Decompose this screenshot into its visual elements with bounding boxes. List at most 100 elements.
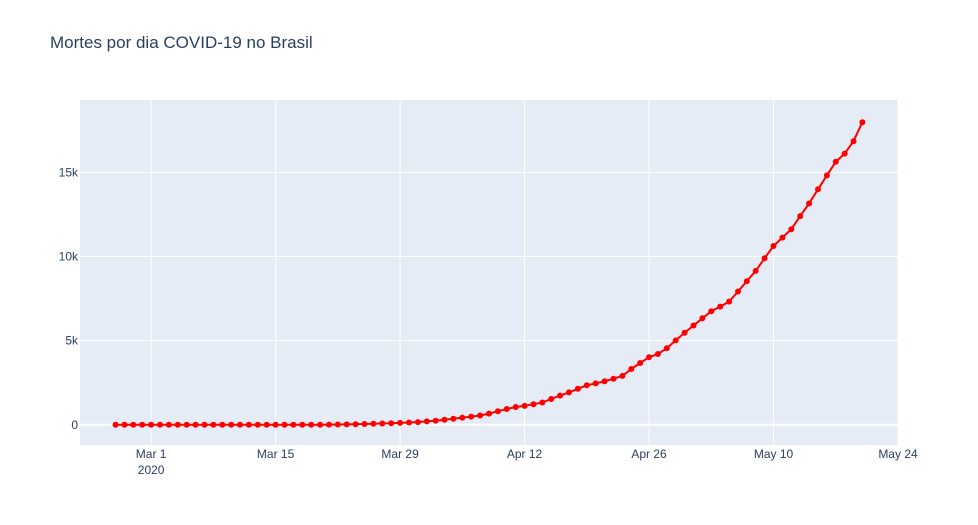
data-point[interactable] xyxy=(681,329,688,336)
data-point[interactable] xyxy=(468,413,475,420)
data-point[interactable] xyxy=(859,119,866,126)
data-point[interactable] xyxy=(654,351,661,357)
data-point[interactable] xyxy=(112,421,119,428)
data-point[interactable] xyxy=(663,345,670,352)
data-point[interactable] xyxy=(423,418,430,425)
data-point[interactable] xyxy=(601,378,608,385)
data-point[interactable] xyxy=(486,410,492,417)
plot-area xyxy=(80,100,898,445)
data-point[interactable] xyxy=(752,267,759,274)
data-point[interactable] xyxy=(503,406,510,412)
chart-title: Mortes por dia COVID-19 no Brasil xyxy=(50,33,313,52)
data-point[interactable] xyxy=(317,421,324,428)
x-tick-label: Mar 15 xyxy=(257,447,295,461)
data-point[interactable] xyxy=(539,399,546,406)
data-point[interactable] xyxy=(583,382,590,389)
data-point[interactable] xyxy=(823,172,830,179)
data-point[interactable] xyxy=(432,417,439,424)
data-point[interactable] xyxy=(370,420,377,427)
data-point[interactable] xyxy=(210,421,217,428)
data-point[interactable] xyxy=(192,421,199,428)
y-tick-label: 10k xyxy=(59,250,79,264)
data-point[interactable] xyxy=(743,278,750,285)
data-point[interactable] xyxy=(788,226,795,233)
data-point[interactable] xyxy=(397,419,404,426)
x-tick-label: Apr 12 xyxy=(507,447,543,461)
data-point[interactable] xyxy=(263,421,270,428)
data-point[interactable] xyxy=(512,404,519,410)
series-deaths xyxy=(112,119,866,428)
data-point[interactable] xyxy=(450,415,457,422)
x-tick-sublabel: 2020 xyxy=(138,463,165,477)
axis-labels: Mar 1 2020 Mar 15 Mar 29 Apr 12 Apr 26 May 10 M… xyxy=(59,165,918,477)
data-point[interactable] xyxy=(548,396,555,402)
x-tick-label: May 24 xyxy=(878,447,918,461)
data-point[interactable] xyxy=(219,421,226,428)
data-point[interactable] xyxy=(157,421,163,428)
data-point[interactable] xyxy=(414,419,421,426)
data-point[interactable] xyxy=(272,421,279,428)
data-point[interactable] xyxy=(592,380,599,387)
data-point[interactable] xyxy=(174,421,181,428)
data-point[interactable] xyxy=(770,243,777,249)
data-point[interactable] xyxy=(352,421,359,428)
data-point[interactable] xyxy=(477,412,484,419)
data-point[interactable] xyxy=(388,420,395,427)
x-tick-label: Apr 26 xyxy=(631,447,667,461)
data-point[interactable] xyxy=(566,389,572,396)
data-point[interactable] xyxy=(761,255,768,262)
data-point[interactable] xyxy=(815,186,821,193)
data-point[interactable] xyxy=(494,408,501,415)
data-point[interactable] xyxy=(806,200,813,207)
data-point[interactable] xyxy=(148,421,155,428)
data-point[interactable] xyxy=(406,419,412,426)
data-point[interactable] xyxy=(521,402,528,409)
data-point[interactable] xyxy=(574,385,581,392)
data-point[interactable] xyxy=(361,421,368,427)
data-point[interactable] xyxy=(343,421,350,428)
data-point[interactable] xyxy=(139,421,146,428)
data-point[interactable] xyxy=(637,360,644,366)
data-point[interactable] xyxy=(326,421,332,428)
data-point[interactable] xyxy=(832,158,839,165)
data-point[interactable] xyxy=(735,288,741,295)
data-point[interactable] xyxy=(201,421,208,428)
data-point[interactable] xyxy=(850,138,857,145)
y-tick-label: 0 xyxy=(71,418,78,432)
data-point[interactable] xyxy=(726,298,733,305)
data-point[interactable] xyxy=(628,366,635,372)
data-point[interactable] xyxy=(245,421,252,428)
data-point[interactable] xyxy=(165,421,172,428)
data-point[interactable] xyxy=(237,421,243,428)
data-point[interactable] xyxy=(779,234,786,241)
data-point[interactable] xyxy=(130,421,137,428)
data-point[interactable] xyxy=(308,421,315,428)
data-point[interactable] xyxy=(281,421,288,428)
x-tick-label: Mar 29 xyxy=(381,447,419,461)
data-point[interactable] xyxy=(690,322,697,329)
data-point[interactable] xyxy=(797,213,804,220)
data-point[interactable] xyxy=(299,421,306,428)
data-point[interactable] xyxy=(334,421,341,428)
data-point[interactable] xyxy=(619,372,626,379)
data-point[interactable] xyxy=(708,308,715,315)
x-tick-label: Mar 1 xyxy=(136,447,167,461)
data-point[interactable] xyxy=(228,421,235,428)
data-point[interactable] xyxy=(610,375,617,382)
data-point[interactable] xyxy=(646,354,652,361)
y-tick-label: 5k xyxy=(65,334,79,348)
data-point[interactable] xyxy=(441,416,448,423)
data-point[interactable] xyxy=(717,303,724,310)
data-point[interactable] xyxy=(841,150,848,157)
data-point[interactable] xyxy=(699,315,706,322)
data-point[interactable] xyxy=(557,392,564,399)
data-point[interactable] xyxy=(183,421,190,428)
data-point[interactable] xyxy=(290,421,297,428)
data-point[interactable] xyxy=(254,421,261,428)
data-point[interactable] xyxy=(379,420,386,427)
data-point[interactable] xyxy=(672,337,679,344)
data-point[interactable] xyxy=(459,414,466,421)
data-point[interactable] xyxy=(530,401,537,408)
data-point[interactable] xyxy=(121,421,128,428)
